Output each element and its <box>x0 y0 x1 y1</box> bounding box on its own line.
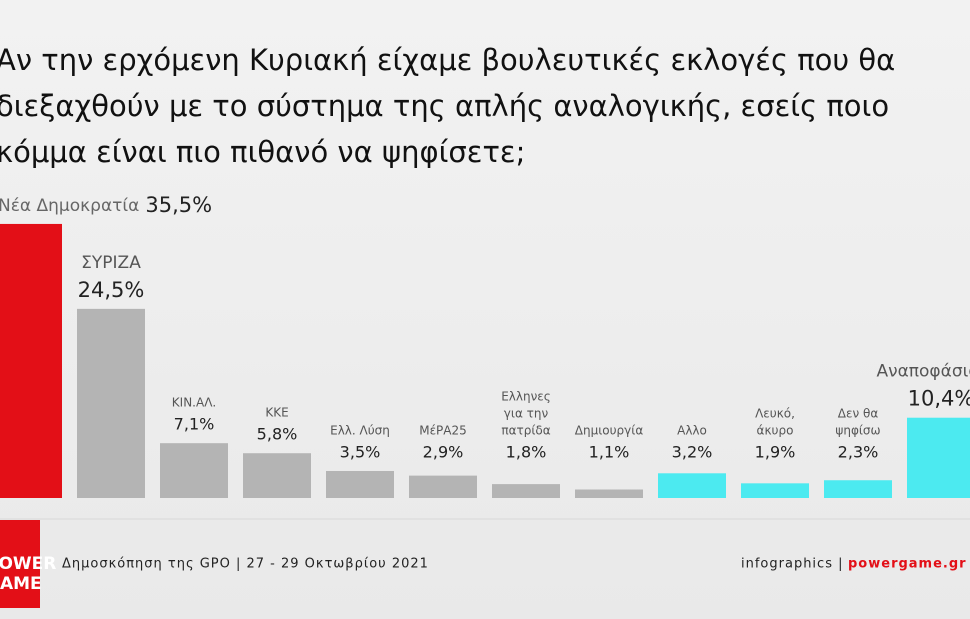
source: Δημοσκόπηση της GPO | 27 - 29 Οκτωβρίου … <box>62 557 429 572</box>
bar <box>575 489 643 498</box>
value-label: 2,3% <box>838 443 879 462</box>
category-label: Λευκό, <box>755 407 795 421</box>
bar <box>0 223 62 498</box>
category-label: για την <box>504 407 549 421</box>
credit: infographics | <box>741 557 843 572</box>
value-label: 3,5% <box>340 442 381 461</box>
bar <box>824 480 892 498</box>
category-label: ΚΙΝ.ΑΛ. <box>172 396 216 410</box>
bar <box>160 443 228 498</box>
title-line: Αν την ερχόμενη Κυριακή είχαμε βουλευτικ… <box>0 43 895 77</box>
category-label: Νέα Δημοκρατία <box>0 196 139 216</box>
bar <box>77 308 145 498</box>
bar <box>492 484 560 498</box>
category-label: ΣΥΡΙΖΑ <box>81 253 141 273</box>
value-label: 24,5% <box>78 278 145 302</box>
category-label: Δημιουργία <box>575 424 644 438</box>
value-label: 10,4% <box>908 387 970 411</box>
value-label: 35,5% <box>145 193 212 217</box>
value-label: 5,8% <box>257 425 298 444</box>
value-label: 1,9% <box>755 443 796 462</box>
category-label: Ελληνες <box>501 390 551 404</box>
bar <box>658 473 726 498</box>
value-label: 3,2% <box>672 443 713 462</box>
value-label: 1,1% <box>589 443 630 462</box>
category-label: ΚΚΕ <box>265 406 288 420</box>
category-label: Ελλ. Λύση <box>330 423 390 437</box>
bar <box>326 470 394 498</box>
site: powergame.gr <box>848 557 967 572</box>
category-label: Αναποφάσιστοι <box>876 362 970 382</box>
logo-box <box>0 520 40 608</box>
category-label: ψηφίσω <box>835 424 880 438</box>
title-line: κόμμα είναι πιο πιθανό να ψηφίσετε; <box>0 135 525 169</box>
bar <box>243 453 311 498</box>
value-label: 7,1% <box>174 415 215 434</box>
category-label: Αλλο <box>677 424 707 438</box>
logo-text: GAME <box>0 574 42 594</box>
logo-text: POWER <box>0 554 56 574</box>
category-label: ΜέΡΑ25 <box>419 424 467 438</box>
title-line: διεξαχθούν με το σύστημα της απλής αναλο… <box>0 89 889 123</box>
category-label: πατρίδα <box>501 424 550 438</box>
bar <box>741 483 809 498</box>
bar <box>907 417 970 498</box>
category-label: Δεν θα <box>838 407 879 421</box>
value-label: 2,9% <box>423 443 464 462</box>
category-label: άκυρο <box>757 424 794 438</box>
bar <box>409 475 477 498</box>
value-label: 1,8% <box>506 443 547 462</box>
